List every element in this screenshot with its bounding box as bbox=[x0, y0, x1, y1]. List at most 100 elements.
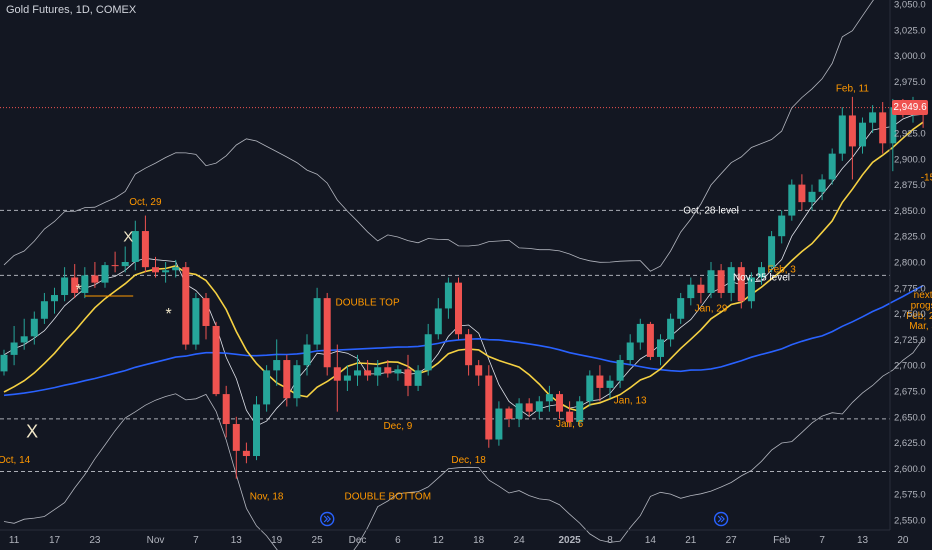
candle-body bbox=[273, 360, 281, 371]
candle bbox=[283, 354, 291, 407]
time-tick-label: 18 bbox=[473, 535, 485, 546]
candle bbox=[202, 292, 210, 340]
candle bbox=[667, 313, 675, 347]
chart-header: Gold Futures, 1D, COMEX bbox=[6, 4, 136, 16]
candle-body bbox=[61, 277, 69, 296]
time-tick-label: 20 bbox=[897, 535, 909, 546]
candle bbox=[212, 321, 220, 397]
candle bbox=[253, 396, 260, 461]
time-tick-label: 17 bbox=[49, 535, 61, 546]
candle-body bbox=[40, 301, 48, 319]
candle-body bbox=[525, 403, 533, 412]
candle-body bbox=[253, 404, 260, 457]
candle bbox=[111, 251, 119, 273]
price-axis: 2,550.0 2,575.0 2,600.0 2,625.0 2,650.0 2,675… bbox=[889, 0, 926, 530]
candle-body bbox=[172, 267, 180, 271]
event-icon bbox=[713, 511, 729, 527]
candle-body bbox=[465, 334, 473, 366]
candle bbox=[303, 334, 311, 376]
candle-body bbox=[717, 270, 725, 293]
candle-body bbox=[808, 191, 816, 203]
candle bbox=[424, 323, 432, 376]
candle bbox=[20, 318, 28, 350]
candle bbox=[737, 262, 745, 309]
candle-body bbox=[778, 215, 786, 237]
candle bbox=[434, 298, 442, 340]
price-tick-label: 3,000.0 bbox=[894, 51, 926, 62]
candle-body bbox=[293, 365, 301, 399]
candle bbox=[788, 179, 796, 221]
price-tick-label: 2,675.0 bbox=[894, 387, 926, 398]
candle bbox=[10, 325, 18, 366]
candle bbox=[828, 148, 836, 185]
candle-body bbox=[131, 231, 139, 262]
candle-body bbox=[192, 298, 200, 345]
candle bbox=[859, 117, 866, 154]
time-axis: 11 17 23 Nov 7 13 19 25 Dec 6 12 18 24 2025 8 14 21 27 Feb… bbox=[0, 511, 909, 546]
x-marker: X bbox=[123, 228, 133, 245]
time-tick-label: 23 bbox=[89, 535, 101, 546]
price-tick-label: 2,875.0 bbox=[894, 180, 926, 191]
candle bbox=[747, 272, 755, 309]
candle bbox=[222, 385, 230, 438]
candle-body bbox=[889, 107, 897, 144]
candle-body bbox=[727, 267, 735, 293]
candle bbox=[717, 264, 725, 299]
last-price-tag: 2,949.6 bbox=[892, 100, 928, 115]
annotation-label: Jan, 29 bbox=[695, 304, 728, 315]
annotation-label: Feb, 11 bbox=[836, 84, 870, 95]
price-tick-label: 2,600.0 bbox=[894, 464, 926, 475]
candle-body bbox=[687, 284, 695, 299]
annotation-label: Jan, 6 bbox=[556, 419, 584, 430]
candle-body bbox=[788, 184, 796, 216]
upper-band-line bbox=[3, 0, 874, 272]
annotation-label: DOUBLE TOP bbox=[336, 297, 400, 308]
candle bbox=[131, 220, 139, 271]
candle-body bbox=[768, 236, 776, 268]
annotation-label: next bbox=[914, 290, 932, 301]
candle-body bbox=[646, 323, 654, 357]
annotation-label: Feb, 24 bbox=[906, 311, 932, 322]
candle bbox=[525, 398, 533, 417]
candle bbox=[0, 349, 8, 376]
time-tick-label: 14 bbox=[645, 535, 657, 546]
candle-body bbox=[556, 394, 563, 412]
candle bbox=[646, 321, 654, 361]
candle bbox=[778, 210, 786, 244]
candle bbox=[495, 401, 503, 446]
candle-body bbox=[616, 360, 624, 381]
candle-body bbox=[212, 325, 220, 395]
candle bbox=[333, 344, 341, 412]
time-tick-label: Dec bbox=[349, 535, 367, 546]
candle-body bbox=[535, 401, 543, 412]
candle bbox=[40, 292, 48, 324]
candle-body bbox=[879, 112, 887, 144]
candle-body bbox=[697, 284, 705, 293]
star-marker: * bbox=[76, 282, 82, 299]
price-tick-label: 2,850.0 bbox=[894, 206, 926, 217]
time-tick-label: 2025 bbox=[558, 535, 581, 546]
candle bbox=[242, 442, 250, 464]
candle-body bbox=[10, 342, 18, 355]
candle bbox=[313, 287, 321, 350]
price-tick-label: 2,725.0 bbox=[894, 335, 926, 346]
candle-body bbox=[455, 282, 462, 335]
candle bbox=[545, 385, 553, 412]
candle bbox=[808, 184, 816, 211]
annotation-label: Jan, 13 bbox=[614, 395, 647, 406]
price-tick-label: 2,775.0 bbox=[894, 283, 926, 294]
candle bbox=[293, 360, 301, 407]
candle-body bbox=[232, 424, 240, 451]
annotation-label: Nov, 18 bbox=[250, 491, 284, 502]
event-icon-chevrons bbox=[717, 515, 725, 523]
candle bbox=[404, 354, 412, 397]
candle bbox=[727, 262, 735, 302]
candle-body bbox=[152, 267, 159, 273]
candle bbox=[848, 96, 856, 180]
candle bbox=[343, 365, 351, 391]
candle bbox=[323, 292, 331, 376]
candle bbox=[626, 334, 634, 366]
time-tick-label: 21 bbox=[685, 535, 697, 546]
candle-body bbox=[495, 408, 503, 440]
